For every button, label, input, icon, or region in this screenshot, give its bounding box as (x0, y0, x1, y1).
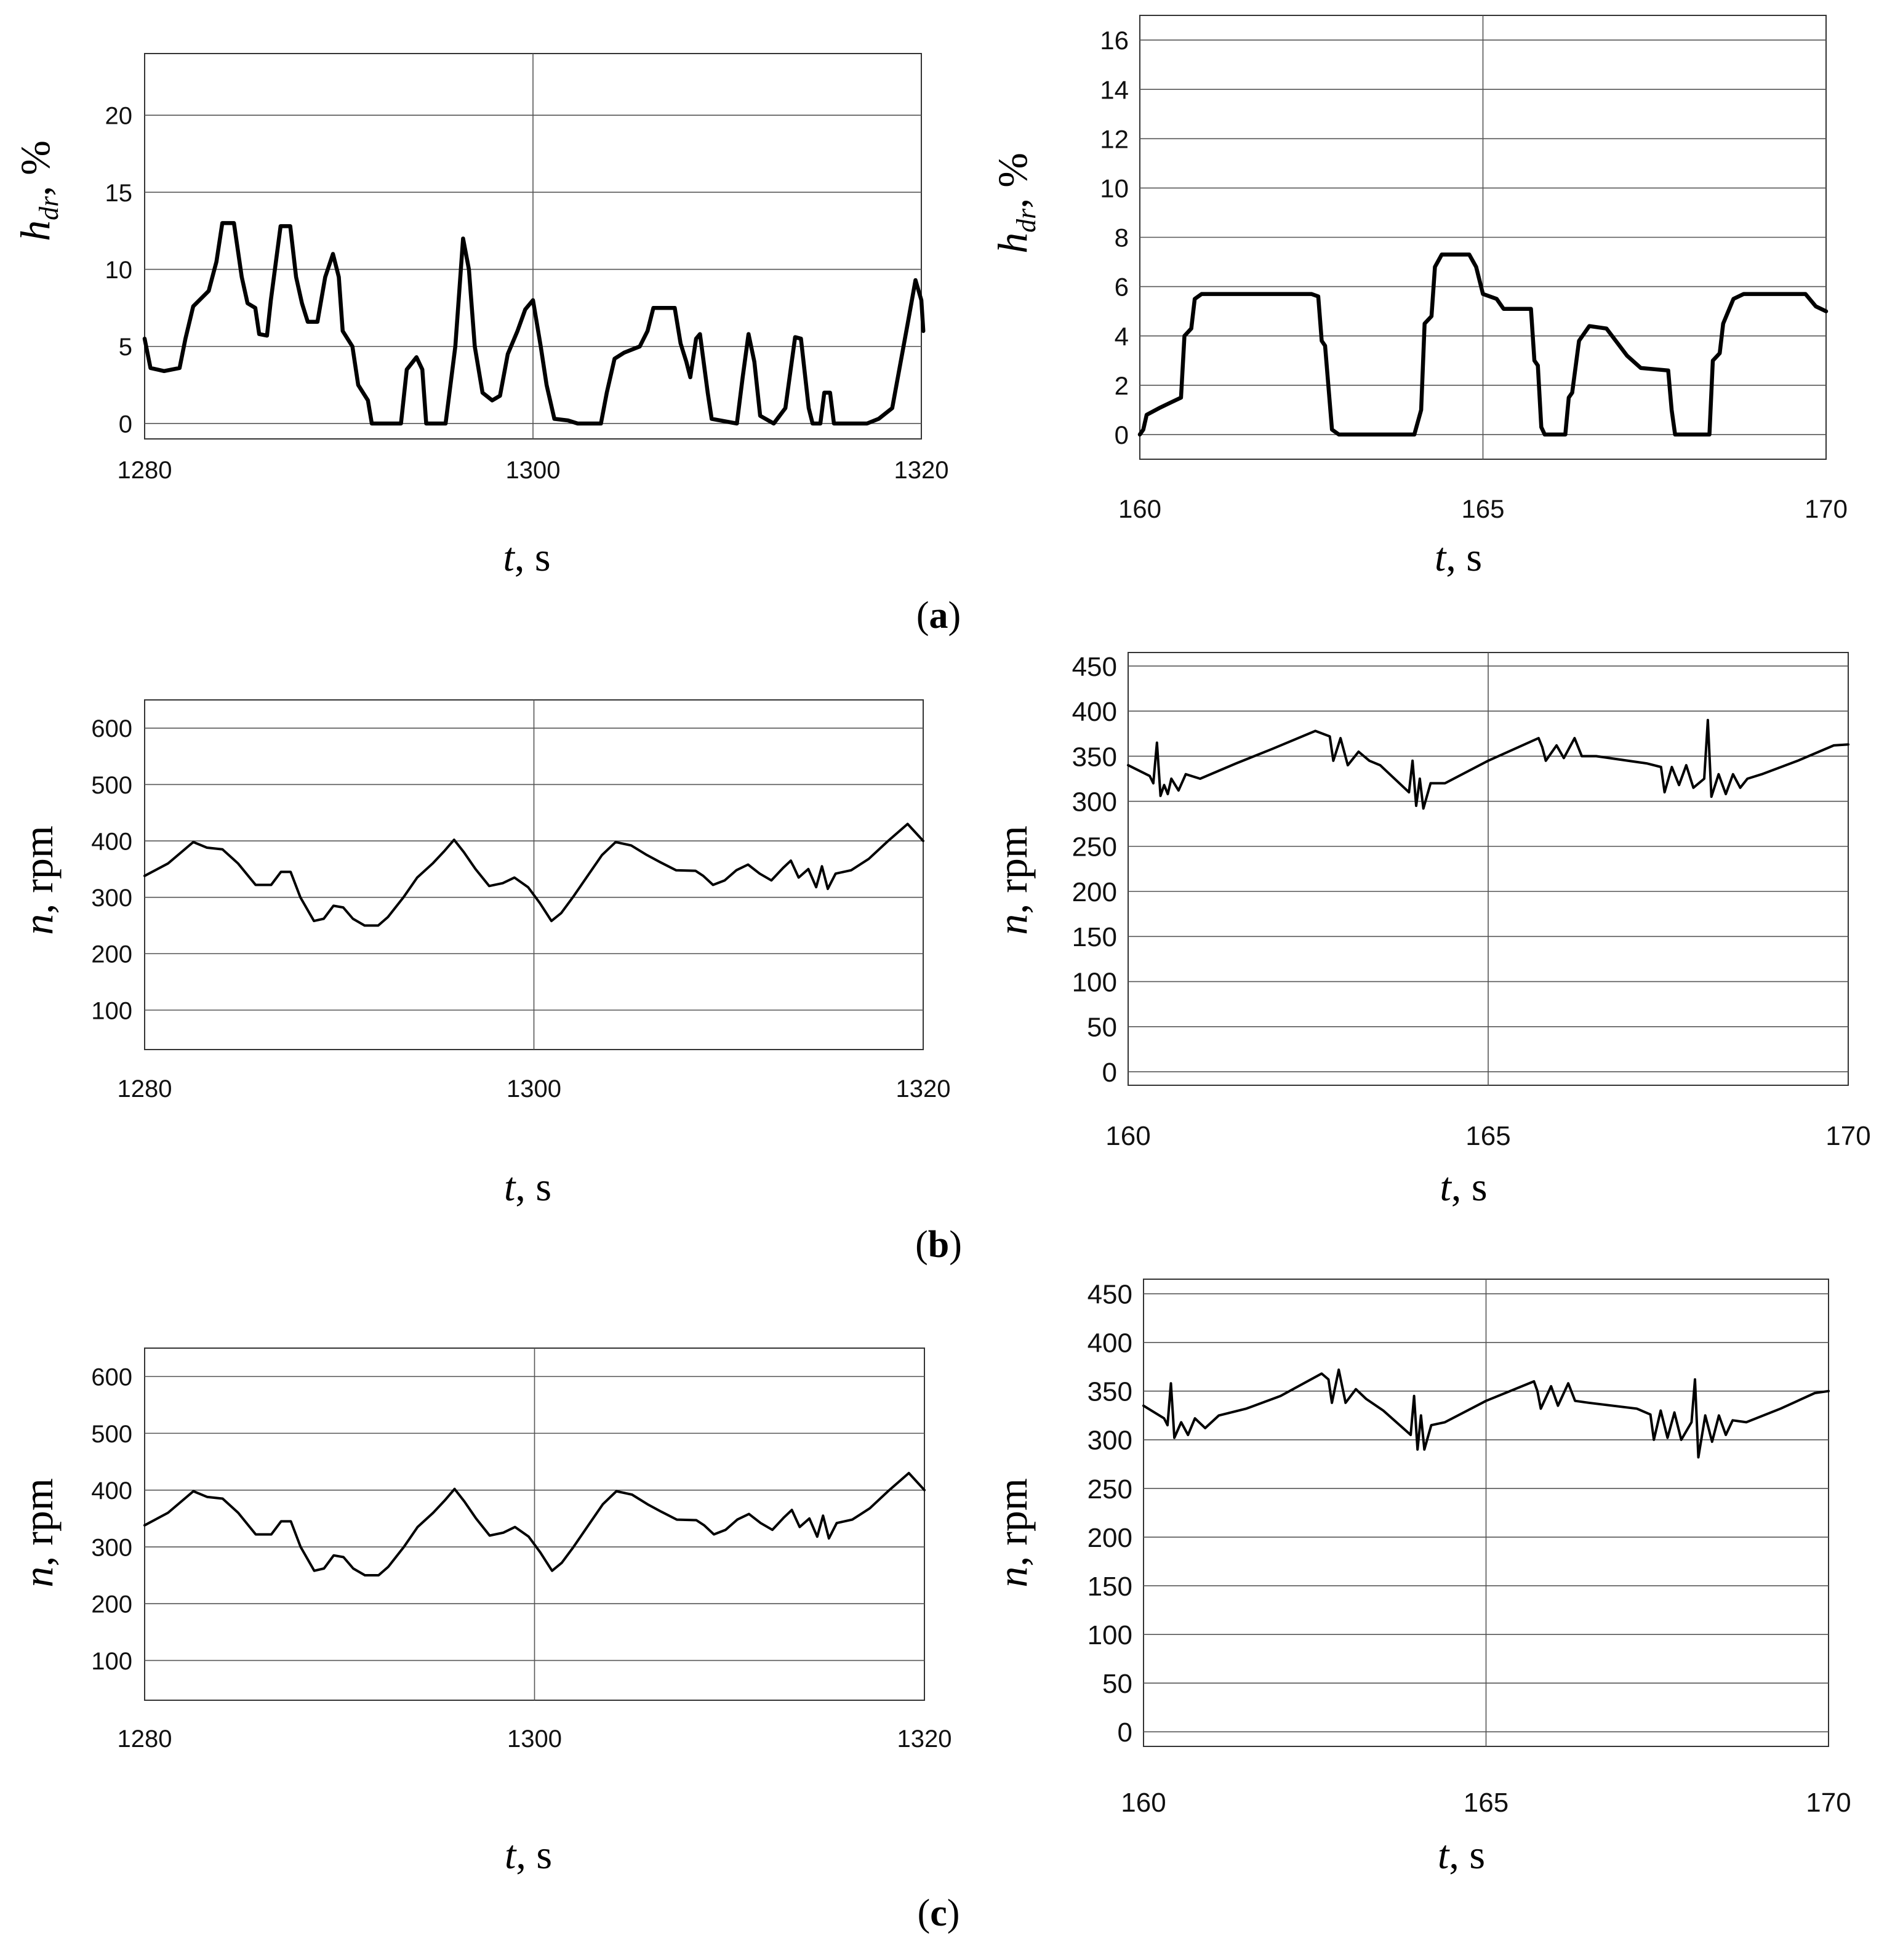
y-tick-label: 2 (1115, 371, 1129, 400)
x-tick-label: 160 (1105, 1121, 1150, 1151)
y-tick-label: 600 (91, 715, 132, 742)
y-tick-label: 300 (91, 885, 132, 912)
y-tick-label: 200 (1088, 1523, 1132, 1553)
x-tick-label: 1320 (897, 1725, 952, 1753)
y-tick-label: 400 (91, 828, 132, 855)
y-tick-label: 4 (1115, 322, 1129, 351)
x-tick-label: 1280 (118, 457, 172, 484)
y-tick-label: 500 (91, 1421, 132, 1448)
y-tick-label: 10 (105, 257, 133, 284)
y-axis-label: n, rpm (15, 825, 62, 935)
x-tick-label: 165 (1464, 1788, 1508, 1818)
series-line-h_dr (1137, 252, 1829, 437)
y-tick-label: 0 (119, 411, 132, 438)
x-axis-label: t, s (504, 1165, 551, 1210)
y-tick-label: 0 (1118, 1717, 1132, 1748)
y-tick-label: 350 (1072, 742, 1117, 772)
panel-label-b: (b) (915, 1224, 962, 1266)
y-tick-label: 50 (1102, 1669, 1132, 1699)
y-tick-label: 16 (1100, 26, 1129, 55)
x-tick-label: 165 (1465, 1121, 1510, 1151)
y-axis-label: n, rpm (15, 1478, 62, 1588)
x-tick-label: 160 (1118, 494, 1161, 523)
x-tick-label: 160 (1121, 1788, 1166, 1818)
y-axis-label: hdr, % (12, 140, 64, 241)
y-tick-label: 400 (1072, 697, 1117, 727)
chart-a-left: 0 5 10 15 20 1280 1300 1320 t, s hdr, % (12, 53, 949, 580)
y-tick-label: 150 (1088, 1572, 1132, 1602)
y-tick-label: 300 (1072, 787, 1117, 817)
panel-label-a: (a) (916, 595, 961, 637)
y-tick-label: 100 (1072, 967, 1117, 997)
y-tick-label: 200 (91, 1591, 132, 1618)
x-tick-label: 1280 (118, 1075, 172, 1102)
y-tick-label: 12 (1100, 124, 1129, 153)
y-tick-label: 200 (1072, 877, 1117, 907)
y-tick-label: 500 (91, 772, 132, 799)
x-tick-label: 1320 (896, 1075, 951, 1102)
x-tick-label: 1300 (506, 457, 561, 484)
y-tick-label: 300 (1088, 1426, 1132, 1456)
x-tick-label: 1300 (507, 1075, 561, 1102)
y-axis-label: n, rpm (989, 825, 1036, 935)
y-tick-label: 100 (91, 1648, 132, 1675)
y-tick-label: 250 (1088, 1474, 1132, 1504)
series-line-n (1127, 718, 1849, 810)
y-tick-label: 14 (1100, 75, 1129, 104)
x-tick-label: 170 (1806, 1788, 1851, 1818)
chart-b-right: 0 50 100 150 200 250 300 350 400 450 160 165 170 t, s… (989, 652, 1871, 1210)
y-tick-label: 15 (105, 180, 133, 207)
panel-label-c: (c) (918, 1892, 960, 1934)
x-axis-label: t, s (1440, 1165, 1487, 1210)
x-tick-label: 165 (1461, 494, 1504, 523)
y-tick-label: 350 (1088, 1377, 1132, 1407)
chart-a-right: 0 2 4 6 8 10 12 14 16 160 165 170 t, s hdr, % (989, 15, 1848, 580)
y-tick-label: 400 (91, 1477, 132, 1504)
y-tick-label: 0 (1102, 1058, 1117, 1088)
x-tick-label: 1300 (507, 1725, 562, 1753)
series-line-n (143, 1472, 926, 1576)
y-tick-label: 300 (91, 1534, 132, 1561)
y-tick-label: 600 (91, 1364, 132, 1391)
x-axis-label: t, s (1438, 1833, 1485, 1878)
y-tick-label: 250 (1072, 832, 1117, 862)
y-tick-label: 100 (91, 997, 132, 1024)
chart-c-left: 100 200 300 400 500 600 1280 1300 1320 t, s n, rpm (15, 1347, 952, 1878)
series-line-n (143, 822, 924, 927)
y-tick-label: 50 (1087, 1013, 1117, 1043)
y-tick-label: 450 (1072, 652, 1117, 682)
y-tick-label: 10 (1100, 174, 1129, 203)
x-tick-label: 1320 (894, 457, 949, 484)
y-axis-label: hdr, % (989, 153, 1041, 254)
plots-layer: 0 5 10 15 20 1280 1300 1320 t, s hdr, % 0 2 4 6 8 10 12 1… (12, 15, 1871, 1878)
series-line-h_dr (142, 221, 926, 426)
y-tick-label: 100 (1088, 1620, 1132, 1650)
y-axis-label: n, rpm (989, 1478, 1036, 1588)
x-tick-label: 1280 (118, 1725, 172, 1753)
x-tick-label: 170 (1805, 494, 1848, 523)
y-tick-label: 200 (91, 941, 132, 968)
y-tick-label: 6 (1115, 273, 1129, 302)
x-axis-label: t, s (503, 535, 550, 580)
y-tick-label: 400 (1088, 1328, 1132, 1359)
x-axis-label: t, s (505, 1833, 552, 1878)
x-tick-label: 170 (1825, 1121, 1870, 1151)
series-line-n (1142, 1368, 1830, 1459)
chart-c-right: 0 50 100 150 200 250 300 350 400 450 160 165 170 t, s… (989, 1279, 1851, 1878)
chart-b-left: 100 200 300 400 500 600 1280 1300 1320 t, s n, rpm (15, 699, 951, 1210)
y-tick-label: 5 (119, 334, 132, 361)
y-tick-label: 20 (105, 103, 133, 130)
y-tick-label: 0 (1115, 420, 1129, 449)
y-tick-label: 150 (1072, 922, 1117, 952)
y-tick-label: 8 (1115, 223, 1129, 252)
x-axis-label: t, s (1435, 535, 1482, 580)
y-tick-label: 450 (1088, 1280, 1132, 1310)
